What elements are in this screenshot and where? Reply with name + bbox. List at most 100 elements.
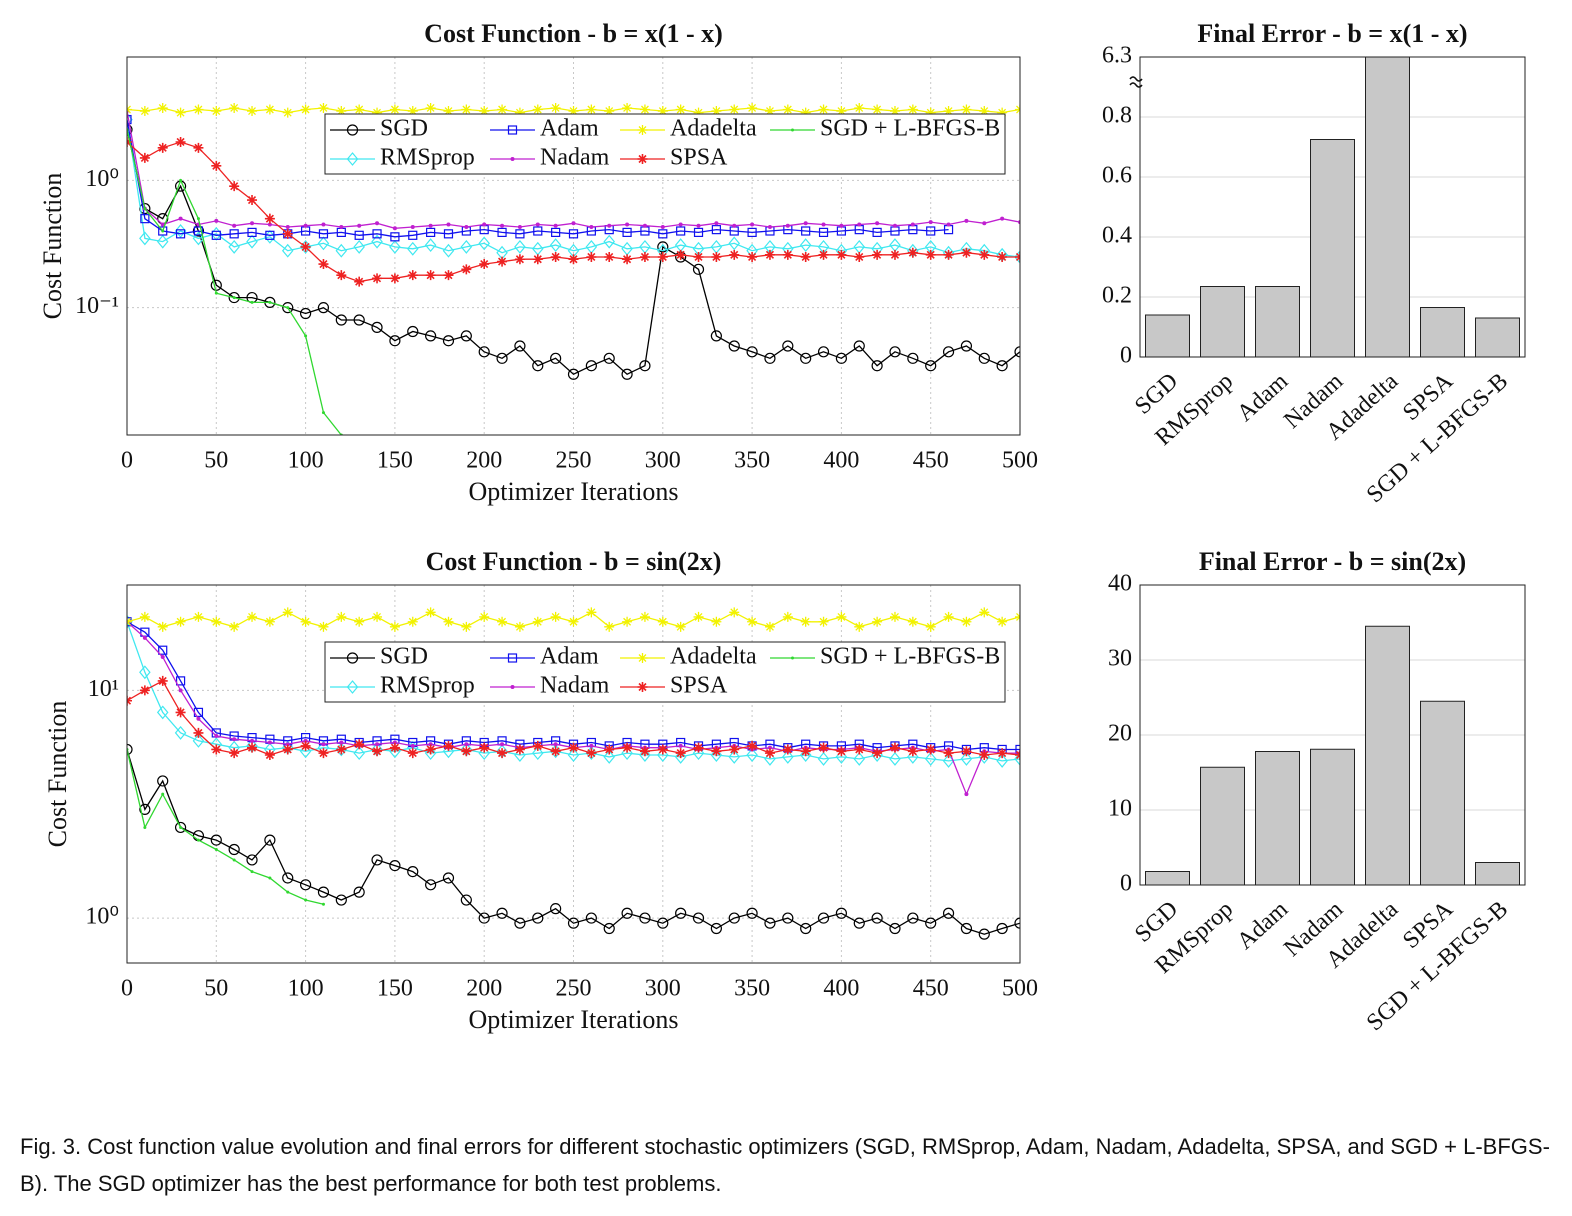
marker <box>889 751 901 766</box>
y-tick-label: 0.8 <box>1102 103 1132 129</box>
marker <box>764 621 775 632</box>
marker <box>354 739 365 750</box>
marker <box>925 744 936 755</box>
marker <box>157 775 169 787</box>
marker <box>140 214 150 224</box>
marker <box>510 157 515 161</box>
y-tick-label: 20 <box>1108 721 1132 747</box>
marker <box>675 748 686 759</box>
marker <box>193 226 204 236</box>
marker <box>157 102 168 113</box>
marker <box>639 251 650 262</box>
marker <box>303 223 308 228</box>
marker <box>300 616 311 627</box>
marker <box>424 746 437 761</box>
marker <box>282 302 294 314</box>
marker <box>943 249 954 260</box>
marker <box>372 273 383 284</box>
marker <box>1014 346 1020 358</box>
marker <box>318 229 329 239</box>
marker <box>925 917 937 929</box>
marker <box>321 742 326 747</box>
marker <box>497 104 508 115</box>
y-tick-label: 30 <box>1108 646 1132 672</box>
marker <box>246 854 258 866</box>
marker <box>791 656 794 660</box>
marker <box>997 616 1008 627</box>
marker <box>585 360 597 372</box>
marker <box>675 907 687 919</box>
legend-label: Adadelta <box>670 644 757 670</box>
marker <box>336 611 347 622</box>
y-tick-label: 0 <box>1120 343 1132 369</box>
marker <box>229 229 239 239</box>
legend-label: SPSA <box>670 673 728 699</box>
marker <box>550 611 561 622</box>
marker <box>711 251 722 262</box>
legend-label: RMSprop <box>380 673 475 699</box>
y-tick-label: 10⁻¹ <box>75 293 119 319</box>
marker <box>996 753 1008 768</box>
marker <box>747 616 758 627</box>
marker <box>175 676 186 686</box>
marker <box>714 221 719 226</box>
marker <box>267 222 272 227</box>
marker <box>961 247 972 258</box>
marker <box>228 291 240 304</box>
marker <box>818 227 829 237</box>
marker <box>996 360 1008 372</box>
marker <box>907 912 919 924</box>
chart-title: Cost Function - b = sin(2x) <box>426 547 722 576</box>
marker <box>375 742 380 747</box>
marker <box>442 872 455 884</box>
marker <box>158 226 168 236</box>
marker <box>622 254 633 265</box>
marker <box>550 251 561 262</box>
plot-frame <box>126 584 1021 964</box>
marker <box>961 746 972 757</box>
marker <box>161 229 165 233</box>
marker <box>446 222 451 227</box>
y-tick-label: 10⁰ <box>85 904 119 930</box>
y-axis-label: Cost Function <box>43 701 72 848</box>
marker <box>857 222 862 227</box>
marker <box>979 106 990 117</box>
marker <box>407 865 419 878</box>
marker <box>747 740 758 751</box>
marker <box>285 742 290 747</box>
marker <box>800 746 811 757</box>
marker <box>339 740 344 745</box>
marker <box>910 222 915 227</box>
marker <box>997 748 1008 759</box>
marker <box>567 917 580 929</box>
marker <box>532 912 544 924</box>
marker <box>510 685 515 689</box>
marker <box>622 742 633 753</box>
marker <box>139 611 150 622</box>
marker <box>265 230 275 240</box>
marker <box>1014 917 1020 929</box>
marker <box>193 611 204 622</box>
marker <box>160 222 165 227</box>
marker <box>907 352 919 364</box>
marker <box>193 142 204 153</box>
marker <box>568 616 579 627</box>
marker <box>479 106 490 117</box>
marker <box>464 224 469 229</box>
marker <box>318 621 329 632</box>
marker <box>693 107 704 118</box>
marker <box>228 239 240 254</box>
marker <box>407 748 418 759</box>
marker <box>889 106 900 117</box>
marker <box>389 742 400 753</box>
marker <box>872 227 882 237</box>
x-tick-label: 400 <box>823 448 859 474</box>
marker <box>997 251 1008 262</box>
marker <box>603 234 616 249</box>
marker <box>799 238 812 253</box>
marker <box>675 249 686 260</box>
marker <box>443 270 454 281</box>
marker <box>389 273 400 284</box>
marker <box>357 223 362 228</box>
marker <box>514 621 525 632</box>
